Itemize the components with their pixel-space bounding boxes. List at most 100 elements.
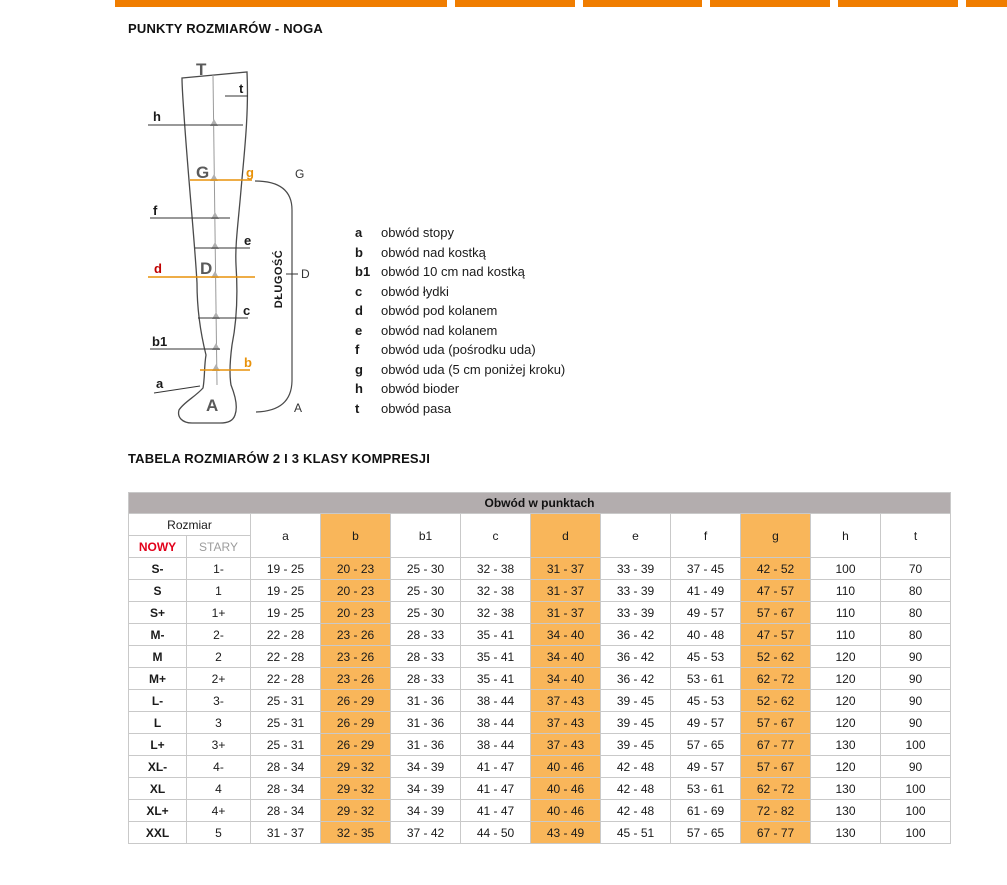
- value-cell-t: 80: [880, 601, 951, 624]
- value-cell-h: 130: [810, 821, 881, 844]
- size-old-cell: 3: [186, 711, 251, 734]
- value-cell-b: 20 - 23: [320, 557, 391, 580]
- value-cell-e: 42 - 48: [600, 755, 671, 778]
- legend-text: obwód uda (5 cm poniżej kroku): [381, 361, 566, 377]
- value-cell-b: 26 - 29: [320, 711, 391, 734]
- value-cell-b1: 31 - 36: [390, 689, 461, 712]
- value-cell-b: 29 - 32: [320, 799, 391, 822]
- rozmiar-header: Rozmiar: [128, 513, 251, 536]
- size-old-cell: 1+: [186, 601, 251, 624]
- value-cell-g: 57 - 67: [740, 755, 811, 778]
- size-old-cell: 2-: [186, 623, 251, 646]
- nav-tab-segment[interactable]: [115, 0, 447, 7]
- points-header-row: Rozmiar a b b1 c d e f g h t: [128, 513, 951, 558]
- leg-measurement-diagram: T t h G g f e d D c b1 b a A G D A DŁUGO…: [148, 60, 310, 424]
- nav-tab-segment[interactable]: [583, 0, 702, 7]
- value-cell-h: 110: [810, 623, 881, 646]
- value-cell-b1: 25 - 30: [390, 557, 461, 580]
- legend-text: obwód nad kolanem: [381, 322, 498, 338]
- value-cell-b1: 34 - 39: [390, 799, 461, 822]
- nav-tab-segment[interactable]: [838, 0, 958, 7]
- value-cell-e: 33 - 39: [600, 557, 671, 580]
- legend-item: f obwód uda (pośrodku uda): [355, 340, 565, 360]
- value-cell-e: 39 - 45: [600, 689, 671, 712]
- value-cell-b1: 28 - 33: [390, 645, 461, 668]
- column-header-d: d: [530, 513, 601, 558]
- size-old-cell: 2+: [186, 667, 251, 690]
- value-cell-h: 110: [810, 579, 881, 602]
- size-new-cell: XXL: [128, 821, 187, 844]
- value-cell-a: 25 - 31: [250, 689, 321, 712]
- size-new-cell: S-: [128, 557, 187, 580]
- size-old-cell: 4+: [186, 799, 251, 822]
- value-cell-d: 34 - 40: [530, 623, 601, 646]
- value-cell-e: 39 - 45: [600, 711, 671, 734]
- value-cell-b: 32 - 35: [320, 821, 391, 844]
- value-cell-b1: 31 - 36: [390, 711, 461, 734]
- value-cell-g: 72 - 82: [740, 799, 811, 822]
- size-new-cell: XL: [128, 777, 187, 800]
- value-cell-e: 33 - 39: [600, 601, 671, 624]
- size-old-cell: 5: [186, 821, 251, 844]
- value-cell-c: 41 - 47: [460, 777, 531, 800]
- table-row: L- 3- 25 - 31 26 - 29 31 - 36 38 - 44 37 - 43 3…: [128, 689, 951, 712]
- value-cell-a: 28 - 34: [250, 777, 321, 800]
- value-cell-f: 45 - 53: [670, 689, 741, 712]
- value-cell-d: 40 - 46: [530, 755, 601, 778]
- value-cell-b: 29 - 32: [320, 755, 391, 778]
- section-title-points: PUNKTY ROZMIARÓW - NOGA: [128, 21, 324, 36]
- nav-tab-segment[interactable]: [710, 0, 830, 7]
- value-cell-h: 120: [810, 689, 881, 712]
- section-title-table: TABELA ROZMIARÓW 2 I 3 KLASY KOMPRESJI: [128, 451, 431, 466]
- leg-center-line: [212, 74, 218, 386]
- size-new-cell: M-: [128, 623, 187, 646]
- value-cell-a: 22 - 28: [250, 667, 321, 690]
- value-cell-g: 47 - 57: [740, 623, 811, 646]
- value-cell-a: 28 - 34: [250, 755, 321, 778]
- value-cell-t: 80: [880, 623, 951, 646]
- column-header-g: g: [740, 513, 811, 558]
- table-title-row: Obwód w punktach: [128, 492, 951, 514]
- size-old-cell: 4-: [186, 755, 251, 778]
- nav-tab-segment[interactable]: [455, 0, 575, 7]
- size-new-cell: L+: [128, 733, 187, 756]
- table-row: L+ 3+ 25 - 31 26 - 29 31 - 36 38 - 44 37 - 43 3…: [128, 733, 951, 756]
- nav-tab-segment[interactable]: [966, 0, 1007, 7]
- legend-key: a: [355, 225, 363, 240]
- legend-item: c obwód łydki: [355, 282, 565, 302]
- table-row: S+ 1+ 19 - 25 20 - 23 25 - 30 32 - 38 31 - 37 3…: [128, 601, 951, 624]
- bracket-label-G: G: [295, 167, 304, 181]
- value-cell-f: 49 - 57: [670, 601, 741, 624]
- table-row: XL- 4- 28 - 34 29 - 32 34 - 39 41 - 47 40 - 46…: [128, 755, 951, 778]
- value-cell-t: 90: [880, 667, 951, 690]
- value-cell-c: 38 - 44: [460, 689, 531, 712]
- value-cell-d: 31 - 37: [530, 579, 601, 602]
- value-cell-t: 90: [880, 755, 951, 778]
- value-cell-a: 22 - 28: [250, 645, 321, 668]
- column-header-b: b: [320, 513, 391, 558]
- value-cell-d: 37 - 43: [530, 733, 601, 756]
- value-cell-f: 49 - 57: [670, 711, 741, 734]
- value-cell-e: 42 - 48: [600, 799, 671, 822]
- value-cell-e: 42 - 48: [600, 777, 671, 800]
- diagram-label-e: e: [244, 233, 251, 248]
- value-cell-c: 35 - 41: [460, 623, 531, 646]
- value-cell-e: 45 - 51: [600, 821, 671, 844]
- legend-key: d: [355, 303, 363, 318]
- value-cell-a: 22 - 28: [250, 623, 321, 646]
- table-row: M 2 22 - 28 23 - 26 28 - 33 35 - 41 34 - 40 36 …: [128, 645, 951, 668]
- column-header-t: t: [880, 513, 951, 558]
- table-row: L 3 25 - 31 26 - 29 31 - 36 38 - 44 37 - 43 39 …: [128, 711, 951, 734]
- table-title: Obwód w punktach: [128, 492, 951, 514]
- value-cell-b: 23 - 26: [320, 645, 391, 668]
- value-cell-f: 57 - 65: [670, 821, 741, 844]
- legend-item: g obwód uda (5 cm poniżej kroku): [355, 360, 565, 380]
- legend-item: a obwód stopy: [355, 223, 565, 243]
- value-cell-t: 100: [880, 733, 951, 756]
- column-header-b1: b1: [390, 513, 461, 558]
- column-header-c: c: [460, 513, 531, 558]
- bracket-label-D: D: [301, 267, 310, 281]
- value-cell-b: 29 - 32: [320, 777, 391, 800]
- legend-item: e obwód nad kolanem: [355, 321, 565, 341]
- value-cell-d: 43 - 49: [530, 821, 601, 844]
